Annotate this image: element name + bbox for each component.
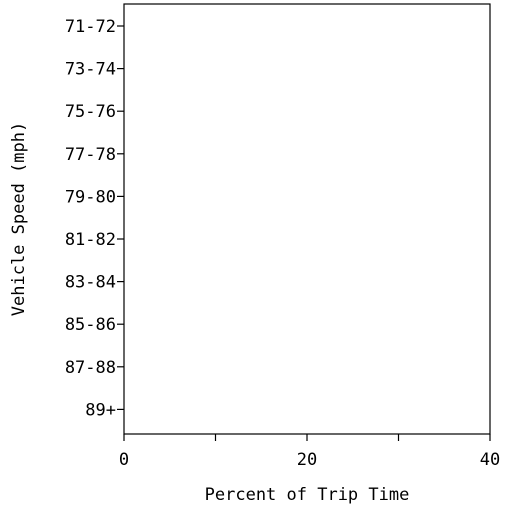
y-tick-label: 71-72 bbox=[65, 17, 116, 37]
x-tick-label: 0 bbox=[119, 450, 129, 470]
y-tick-label: 73-74 bbox=[65, 60, 116, 80]
y-tick-label: 79-80 bbox=[65, 187, 116, 207]
y-axis: 71-72 73-74 75-76 77-78 79-80 81-82 83-84 85-86… bbox=[65, 17, 124, 420]
x-axis: 0 20 40 bbox=[119, 434, 500, 470]
y-axis-title: Vehicle Speed (mph) bbox=[9, 122, 29, 316]
y-tick-label: 81-82 bbox=[65, 230, 116, 250]
y-tick-label: 87-88 bbox=[65, 358, 116, 378]
y-tick-label: 77-78 bbox=[65, 145, 116, 165]
y-tick-label: 89+ bbox=[85, 400, 116, 420]
y-tick-label: 75-76 bbox=[65, 102, 116, 122]
plot-frame bbox=[123, 3, 491, 435]
y-tick-label: 85-86 bbox=[65, 315, 116, 335]
x-tick-label: 20 bbox=[297, 450, 317, 470]
x-tick-label: 40 bbox=[480, 450, 500, 470]
y-tick-label: 83-84 bbox=[65, 273, 116, 293]
x-axis-title: Percent of Trip Time bbox=[205, 485, 410, 505]
